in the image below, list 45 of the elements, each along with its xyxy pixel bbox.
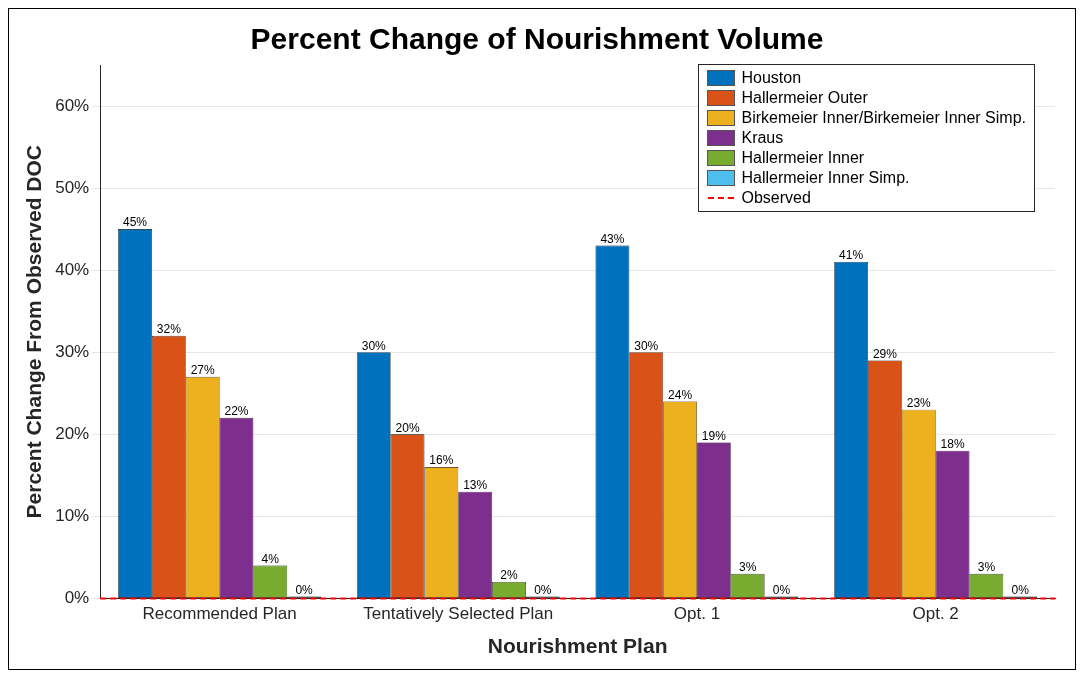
data-label: 27%: [190, 363, 215, 378]
data-label: 0%: [534, 582, 552, 597]
data-label: 19%: [701, 428, 727, 443]
legend-label: Observed: [741, 188, 811, 208]
legend-label: Houston: [741, 68, 802, 88]
data-label: 29%: [872, 346, 898, 361]
data-label: 22%: [224, 404, 249, 419]
y-tick-label: 0%: [64, 588, 90, 608]
y-tick-label: 30%: [55, 341, 90, 361]
legend-label: Hallermeier Inner Simp.: [741, 168, 910, 188]
data-label: 24%: [668, 387, 693, 402]
data-label: 20%: [395, 420, 420, 435]
data-label: 0%: [1011, 582, 1030, 597]
legend-label: Hallermeier Outer: [741, 88, 868, 108]
data-label: 3%: [739, 560, 757, 575]
legend-label: Kraus: [741, 128, 784, 148]
data-label: 3%: [977, 560, 996, 575]
data-label: 18%: [940, 437, 965, 451]
data-label: 13%: [463, 478, 488, 493]
x-axis-title: Nourishment Plan: [487, 634, 668, 658]
data-label: 0%: [772, 582, 791, 597]
data-label: 30%: [361, 338, 387, 353]
legend-label: Birkemeier Inner/Birkemeier Inner Simp.: [741, 108, 1026, 128]
data-label: 2%: [500, 568, 518, 583]
legend-label: Hallermeier Inner: [741, 148, 865, 168]
data-label: 30%: [634, 338, 659, 353]
x-tick-label: Opt. 2: [912, 604, 959, 624]
y-tick-label: 10%: [55, 506, 90, 526]
data-label: 41%: [839, 248, 864, 263]
x-tick-label: Opt. 1: [673, 604, 721, 624]
data-label: 23%: [906, 395, 932, 410]
data-label: 0%: [295, 582, 314, 597]
data-label: 16%: [429, 453, 454, 468]
chart-title: Percent Change of Nourishment Volume: [250, 22, 824, 56]
y-tick-label: 20%: [55, 423, 90, 443]
y-axis-title: Percent Change From Observed DOC: [22, 144, 46, 519]
data-label: 45%: [123, 215, 148, 230]
x-tick-label: Tentatively Selected Plan: [363, 604, 554, 624]
y-tick-label: 40%: [55, 259, 90, 279]
y-tick-label: 50%: [55, 177, 90, 197]
data-label: 43%: [600, 231, 625, 246]
data-label: 32%: [156, 322, 182, 337]
x-tick-label: Recommended Plan: [142, 604, 297, 624]
y-tick-label: 60%: [55, 95, 90, 115]
data-label: 4%: [261, 551, 280, 566]
